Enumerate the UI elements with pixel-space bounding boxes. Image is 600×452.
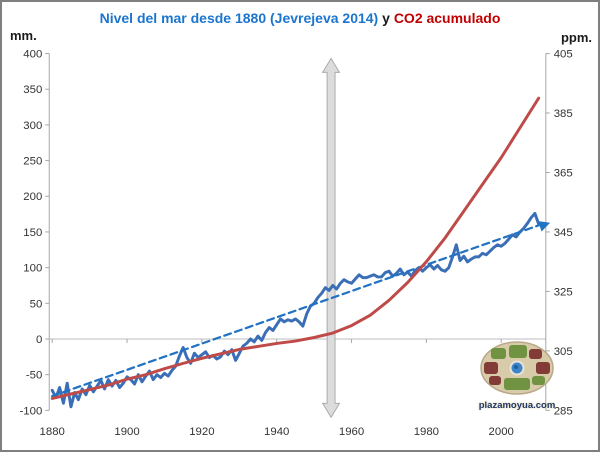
right-axis-tick-label: 385: [554, 108, 573, 120]
left-axis-tick-label: 100: [23, 263, 42, 275]
right-axis-unit-label: ppm.: [560, 30, 592, 45]
trend-arrowhead-icon: [537, 221, 551, 232]
co2-line: [50, 96, 541, 400]
left-axis-unit-label: mm.: [10, 28, 37, 43]
logo-garden-bed: [532, 376, 545, 385]
left-axis-tick-label: 50: [30, 298, 43, 310]
logo-garden-bed: [489, 376, 501, 385]
left-axis-tick-label: -100: [20, 405, 43, 417]
x-axis-tick-label: 1920: [189, 426, 214, 438]
logo-garden-bed: [529, 349, 542, 359]
left-axis-tick-label: 350: [23, 84, 42, 96]
x-axis-tick-label: 1980: [414, 426, 439, 438]
x-axis-tick-label: 1900: [114, 426, 139, 438]
plaza-garden-logo-icon: [480, 341, 554, 395]
logo-center-dot: [514, 365, 518, 369]
left-axis-tick-label: 250: [23, 156, 42, 168]
chart-title: Nivel del mar desde 1880 (Jevrejeva 2014…: [2, 10, 598, 26]
watermark: plazamoyua.com: [472, 341, 562, 411]
right-axis-tick-label: 365: [554, 167, 573, 179]
logo-garden-bed: [504, 378, 530, 390]
right-axis-tick-label: 285: [554, 405, 573, 417]
x-axis-tick-label: 1940: [264, 426, 289, 438]
logo-garden-bed: [509, 345, 527, 358]
x-axis-tick-label: 2000: [489, 426, 514, 438]
right-axis-tick-label: 325: [554, 286, 573, 298]
title-co2-part: CO2 acumulado: [393, 10, 501, 26]
x-axis-tick-label: 1960: [339, 426, 364, 438]
right-axis-tick-label: 345: [554, 227, 573, 239]
left-axis-tick-label: 300: [23, 120, 42, 132]
title-conjunction-part: y: [378, 10, 394, 26]
title-sea-level-part: Nivel del mar desde 1880 (Jevrejeva 2014…: [99, 10, 379, 26]
right-axis-tick-label: 405: [554, 49, 573, 61]
left-axis-tick-label: -50: [26, 370, 42, 382]
vertical-double-arrow: [321, 57, 341, 419]
watermark-text: plazamoyua.com: [478, 400, 556, 411]
x-axis-tick-label: 1880: [40, 426, 65, 438]
logo-garden-bed: [484, 362, 498, 374]
sea-level-trend-line: [51, 222, 546, 398]
logo-garden-bed: [491, 348, 506, 359]
sea-level-line: [50, 211, 541, 409]
logo-garden-bed: [536, 362, 550, 374]
left-axis-tick-label: 150: [23, 227, 42, 239]
left-axis-tick-label: 200: [23, 191, 42, 203]
left-axis-tick-label: 400: [23, 49, 42, 61]
right-axis-tick-label: 305: [554, 346, 573, 358]
left-axis-tick-label: 0: [36, 334, 42, 346]
